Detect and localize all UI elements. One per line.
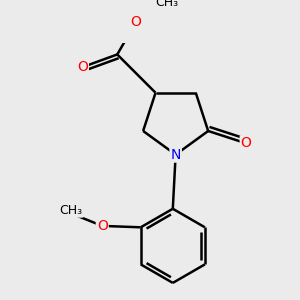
Text: O: O <box>241 136 252 150</box>
Text: CH₃: CH₃ <box>59 204 83 217</box>
Text: O: O <box>97 219 108 233</box>
Text: CH₃: CH₃ <box>156 0 179 9</box>
Text: O: O <box>130 15 141 29</box>
Text: O: O <box>77 60 88 74</box>
Text: N: N <box>170 148 181 162</box>
